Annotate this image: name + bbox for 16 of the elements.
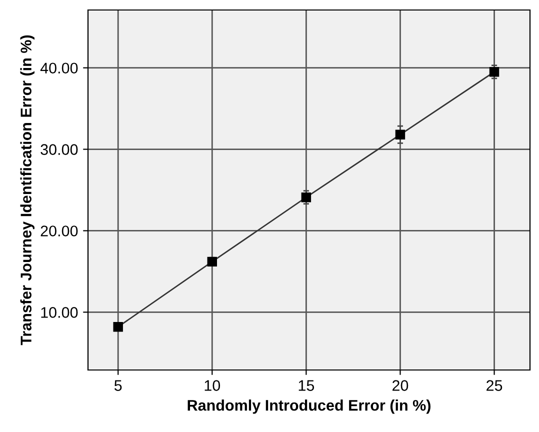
point — [395, 130, 406, 140]
x-axis-title: Randomly Introduced Error (in %) — [188, 400, 430, 414]
x-tick-label: 20 — [392, 380, 408, 391]
point — [489, 67, 500, 77]
y-tick-label: 20.00 — [40, 226, 78, 236]
y-tick-label: 40.00 — [40, 62, 78, 74]
x-tick-label: 15 — [298, 380, 314, 391]
x-tick-label: 25 — [486, 380, 502, 391]
x-tick-label: 10 — [204, 380, 220, 391]
point — [113, 322, 123, 332]
x-tick-label: 5 — [114, 380, 122, 391]
y-axis-title: Transfer Journey Identification Error (in %) — [20, 35, 34, 346]
y-tick-label: 30.00 — [40, 144, 78, 155]
point — [301, 192, 312, 202]
y-tick-label: 10.00 — [41, 307, 78, 318]
point — [207, 256, 217, 267]
